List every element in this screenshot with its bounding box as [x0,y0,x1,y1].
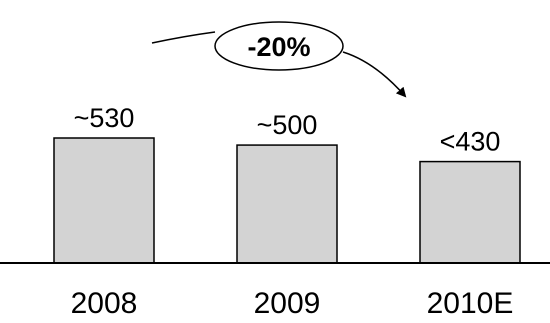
tick-label-2008: 2008 [71,287,138,320]
tick-label-2009: 2009 [254,287,321,320]
bar-2009 [236,144,338,264]
data-label-2010E: <430 [440,127,501,157]
bar-2010E [419,160,521,264]
annotation-arrow [342,51,407,98]
annotation-ellipse [214,21,344,71]
bar-2008 [53,137,155,264]
data-label-2008: ~530 [74,103,135,133]
data-label-2009: ~500 [257,110,318,140]
tick-label-2010E: 2010E [427,287,514,320]
annotation-label: -20% [247,32,310,62]
annotation-lead-line [151,31,216,44]
